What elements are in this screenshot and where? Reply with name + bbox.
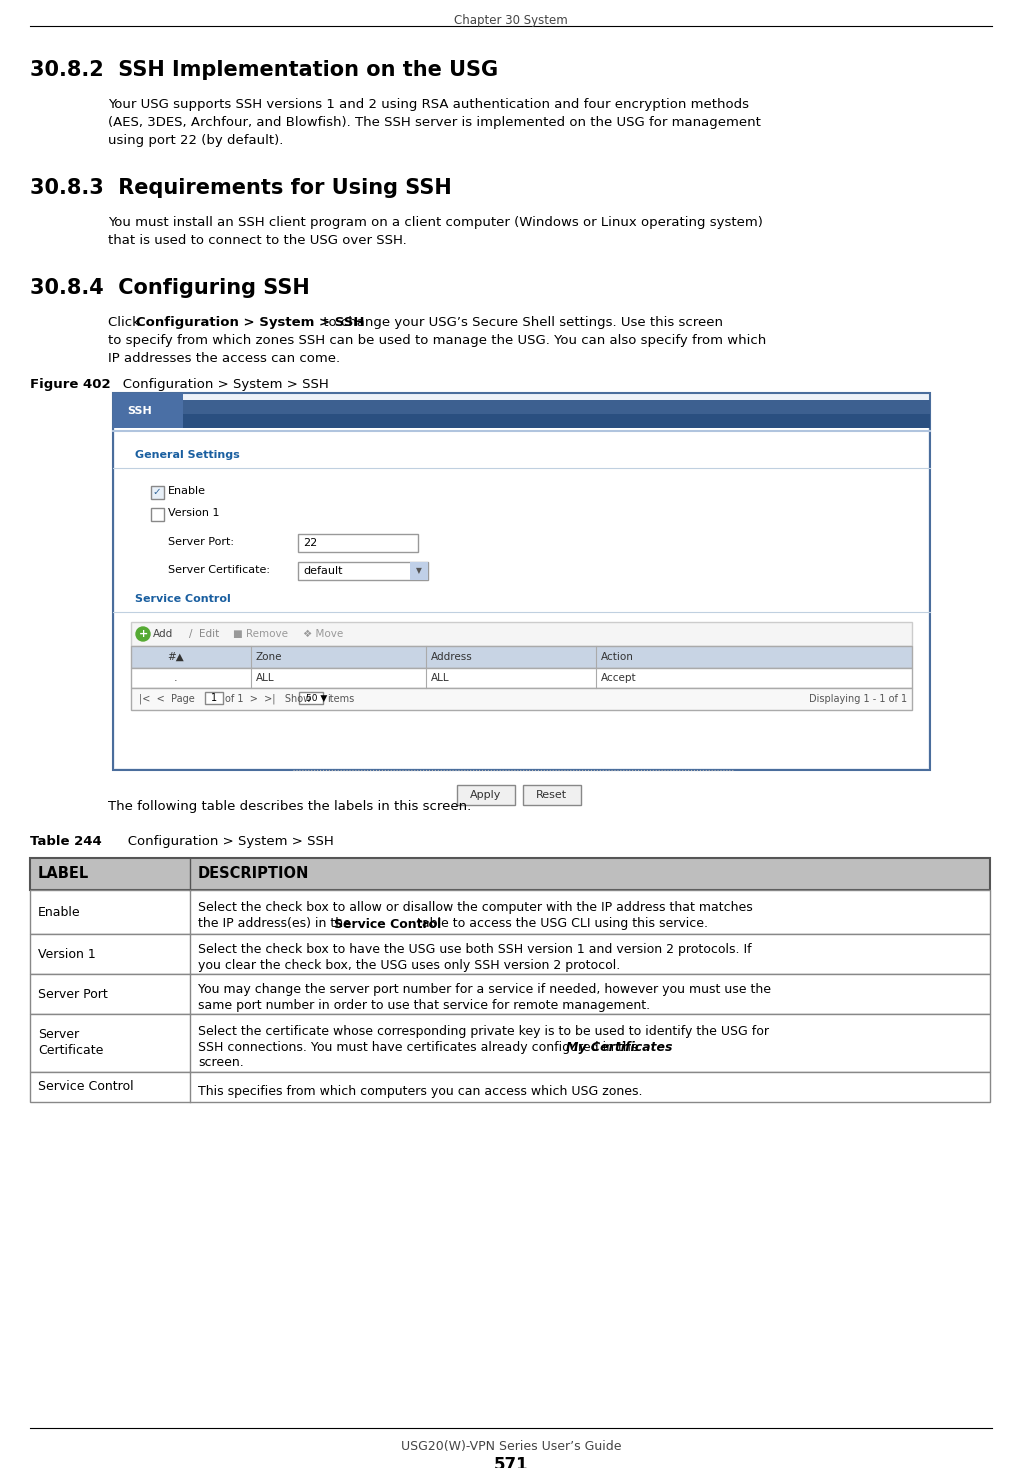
Text: 30.8.4  Configuring SSH: 30.8.4 Configuring SSH	[30, 277, 310, 298]
Text: you clear the check box, the USG uses only SSH version 2 protocol.: you clear the check box, the USG uses on…	[198, 960, 620, 972]
Bar	[113, 407, 930, 429]
Text: General Settings: General Settings	[135, 451, 240, 459]
Text: The following table describes the labels in this screen.: The following table describes the labels…	[108, 800, 471, 813]
Bar	[30, 973, 990, 1014]
Text: to specify from which zones SSH can be used to manage the USG. You can also spec: to specify from which zones SSH can be u…	[108, 335, 766, 346]
Bar	[522, 785, 580, 804]
Text: to change your USG’s Secure Shell settings. Use this screen: to change your USG’s Secure Shell settin…	[319, 316, 723, 329]
Text: Table 244: Table 244	[30, 835, 102, 849]
Bar	[298, 534, 418, 552]
Text: Configuration > System > SSH: Configuration > System > SSH	[115, 835, 334, 849]
Text: +: +	[138, 628, 147, 639]
Bar	[30, 934, 990, 973]
Text: default: default	[303, 567, 342, 575]
Bar	[30, 890, 990, 934]
Text: Chapter 30 System: Chapter 30 System	[454, 15, 568, 26]
Text: Apply: Apply	[470, 790, 501, 800]
Text: Select the certificate whose corresponding private key is to be used to identify: Select the certificate whose correspondi…	[198, 1025, 769, 1038]
Text: Configuration > System > SSH: Configuration > System > SSH	[136, 316, 365, 329]
Text: You may change the server port number for a service if needed, however you must : You may change the server port number fo…	[198, 984, 771, 997]
Text: Service Control: Service Control	[334, 918, 442, 931]
Bar	[151, 508, 164, 521]
Text: Action: Action	[601, 652, 634, 662]
Text: My Certificates: My Certificates	[565, 1041, 672, 1054]
Text: Select the check box to have the USG use both SSH version 1 and version 2 protoc: Select the check box to have the USG use…	[198, 944, 751, 957]
Text: 22: 22	[303, 537, 317, 548]
Text: ■ Remove: ■ Remove	[233, 628, 288, 639]
Text: Server
Certificate: Server Certificate	[38, 1029, 103, 1057]
Text: Add: Add	[153, 628, 174, 639]
Text: Displaying 1 - 1 of 1: Displaying 1 - 1 of 1	[808, 694, 907, 705]
Bar	[113, 393, 183, 429]
Text: IP addresses the access can come.: IP addresses the access can come.	[108, 352, 340, 366]
Text: 30.8.2  SSH Implementation on the USG: 30.8.2 SSH Implementation on the USG	[30, 60, 498, 79]
Text: 1: 1	[211, 693, 217, 703]
Bar	[131, 688, 912, 711]
Text: screen.: screen.	[198, 1057, 244, 1070]
Text: Your USG supports SSH versions 1 and 2 using RSA authentication and four encrypt: Your USG supports SSH versions 1 and 2 u…	[108, 98, 749, 112]
Text: .: .	[174, 672, 178, 683]
Text: This specifies from which computers you can access which USG zones.: This specifies from which computers you …	[198, 1085, 643, 1098]
Text: Zone: Zone	[256, 652, 282, 662]
Text: #▲: #▲	[168, 652, 184, 662]
Text: same port number in order to use that service for remote management.: same port number in order to use that se…	[198, 1000, 650, 1013]
Text: the IP address(es) in the: the IP address(es) in the	[198, 918, 355, 931]
Text: LABEL: LABEL	[38, 866, 89, 881]
Text: Reset: Reset	[536, 790, 567, 800]
Text: Address: Address	[431, 652, 473, 662]
Text: Version 1: Version 1	[38, 947, 96, 960]
Text: using port 22 (by default).: using port 22 (by default).	[108, 134, 283, 147]
Text: 30.8.3  Requirements for Using SSH: 30.8.3 Requirements for Using SSH	[30, 178, 452, 198]
Text: Accept: Accept	[601, 672, 637, 683]
Text: USG20(W)-VPN Series User’s Guide: USG20(W)-VPN Series User’s Guide	[401, 1440, 621, 1453]
Text: ALL: ALL	[431, 672, 450, 683]
Text: SSH connections. You must have certificates already configured in the: SSH connections. You must have certifica…	[198, 1041, 643, 1054]
Text: Server Certificate:: Server Certificate:	[168, 565, 270, 575]
Text: Click: Click	[108, 316, 144, 329]
Bar	[299, 691, 323, 705]
Bar	[131, 668, 912, 688]
Text: Server Port:: Server Port:	[168, 537, 234, 548]
Bar	[30, 1072, 990, 1102]
Text: ALL: ALL	[256, 672, 275, 683]
Text: Server Port: Server Port	[38, 988, 107, 1001]
Bar	[151, 486, 164, 499]
Text: /  Edit: / Edit	[189, 628, 220, 639]
Text: that is used to connect to the USG over SSH.: that is used to connect to the USG over …	[108, 233, 407, 247]
Text: of 1  >  >|   Show: of 1 > >| Show	[225, 694, 311, 705]
Text: ❖ Move: ❖ Move	[303, 628, 343, 639]
Text: You must install an SSH client program on a client computer (Windows or Linux op: You must install an SSH client program o…	[108, 216, 762, 229]
Bar	[30, 857, 990, 890]
Text: 571: 571	[494, 1456, 528, 1468]
Text: Version 1: Version 1	[168, 508, 220, 518]
Bar	[205, 691, 223, 705]
Bar	[131, 646, 912, 668]
Bar	[457, 785, 514, 804]
Bar	[298, 562, 428, 580]
Text: Select the check box to allow or disallow the computer with the IP address that : Select the check box to allow or disallo…	[198, 901, 753, 915]
Text: items: items	[327, 694, 355, 705]
Bar	[410, 562, 428, 580]
Text: Enable: Enable	[168, 486, 206, 496]
Bar	[113, 393, 930, 771]
Text: DESCRIPTION: DESCRIPTION	[198, 866, 310, 881]
Text: Service Control: Service Control	[135, 595, 231, 603]
Text: Service Control: Service Control	[38, 1080, 134, 1094]
Text: ✓: ✓	[152, 486, 160, 496]
Text: ▼: ▼	[416, 567, 422, 575]
Text: Figure 402: Figure 402	[30, 377, 110, 390]
Text: |<  <  Page: |< < Page	[139, 694, 195, 705]
Text: (AES, 3DES, Archfour, and Blowfish). The SSH server is implemented on the USG fo: (AES, 3DES, Archfour, and Blowfish). The…	[108, 116, 760, 129]
Bar	[30, 1014, 990, 1072]
Text: table to access the USG CLI using this service.: table to access the USG CLI using this s…	[413, 918, 708, 931]
Bar	[115, 429, 928, 768]
Text: Configuration > System > SSH: Configuration > System > SSH	[110, 377, 329, 390]
Bar	[131, 622, 912, 646]
Text: SSH: SSH	[127, 405, 151, 415]
Text: 50 ▼: 50 ▼	[306, 693, 327, 703]
Bar	[113, 399, 930, 414]
Circle shape	[136, 627, 150, 642]
Text: Enable: Enable	[38, 906, 81, 919]
